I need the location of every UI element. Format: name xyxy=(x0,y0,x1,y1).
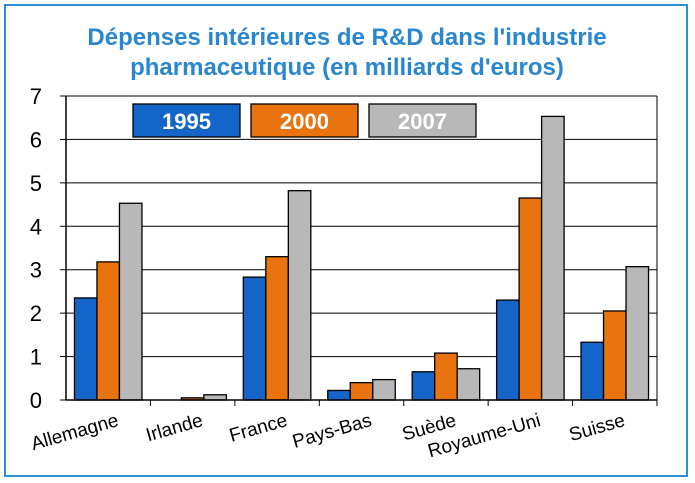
bar xyxy=(411,371,436,401)
y-tick-label: 1 xyxy=(30,345,42,370)
legend-swatch xyxy=(132,103,241,138)
x-tick-label: Suisse xyxy=(567,410,628,446)
y-tick-label: 3 xyxy=(30,258,42,283)
legend-label: 1995 xyxy=(162,109,211,134)
x-tick-label: Pays-Bas xyxy=(290,410,374,453)
bar xyxy=(118,202,143,401)
bars xyxy=(73,115,650,401)
y-tick-labels: 0 1 2 3 4 5 6 7 xyxy=(30,84,42,413)
bar xyxy=(327,389,351,401)
bar xyxy=(495,299,520,401)
y-tick-label: 0 xyxy=(30,388,42,413)
bar xyxy=(242,276,267,401)
bar xyxy=(265,256,289,401)
bar xyxy=(372,378,396,401)
x-tick-label: Allemagne xyxy=(29,410,121,455)
y-tick-label: 4 xyxy=(30,214,42,239)
bar xyxy=(625,266,650,401)
legend-label: 2000 xyxy=(280,109,329,134)
chart-title-line-1: Dépenses intérieures de R&D dans l'indus… xyxy=(87,24,606,51)
x-tick-label: France xyxy=(227,410,290,446)
chart-title-line-2: pharmaceutique (en milliards d'euros) xyxy=(130,54,564,81)
bar xyxy=(73,297,98,401)
legend: 1995 2000 2007 xyxy=(132,103,477,138)
bar xyxy=(518,197,543,401)
legend-swatch xyxy=(250,103,359,138)
legend-label: 2007 xyxy=(398,109,447,134)
axes xyxy=(60,95,658,406)
bar xyxy=(349,381,374,401)
bar xyxy=(540,115,565,401)
x-tick-labels: Allemagne Irlande France Pays-Bas SuèdeRoyau… xyxy=(29,410,628,462)
x-tick-label: Irlande xyxy=(144,410,206,446)
y-tick-label: 5 xyxy=(30,171,42,196)
y-tick-label: 7 xyxy=(30,84,42,109)
bar xyxy=(580,341,605,401)
bar xyxy=(434,352,458,401)
bar xyxy=(203,394,228,401)
bar xyxy=(456,368,481,401)
y-tick-label: 2 xyxy=(30,301,42,326)
y-tick-label: 6 xyxy=(30,127,42,152)
legend-swatch xyxy=(368,103,477,138)
bar xyxy=(96,261,121,401)
bar xyxy=(287,190,312,401)
bar xyxy=(602,310,627,401)
